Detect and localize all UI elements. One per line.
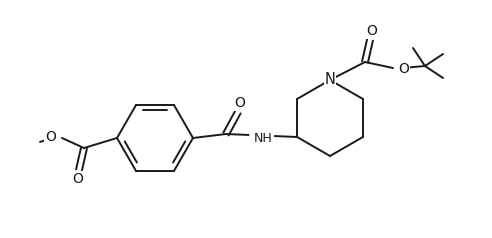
Text: O: O <box>398 62 409 76</box>
Text: O: O <box>235 96 246 110</box>
Text: N: N <box>325 73 336 88</box>
Text: O: O <box>45 130 56 144</box>
Text: NH: NH <box>254 132 273 145</box>
Text: O: O <box>367 24 377 38</box>
Text: O: O <box>72 172 84 186</box>
